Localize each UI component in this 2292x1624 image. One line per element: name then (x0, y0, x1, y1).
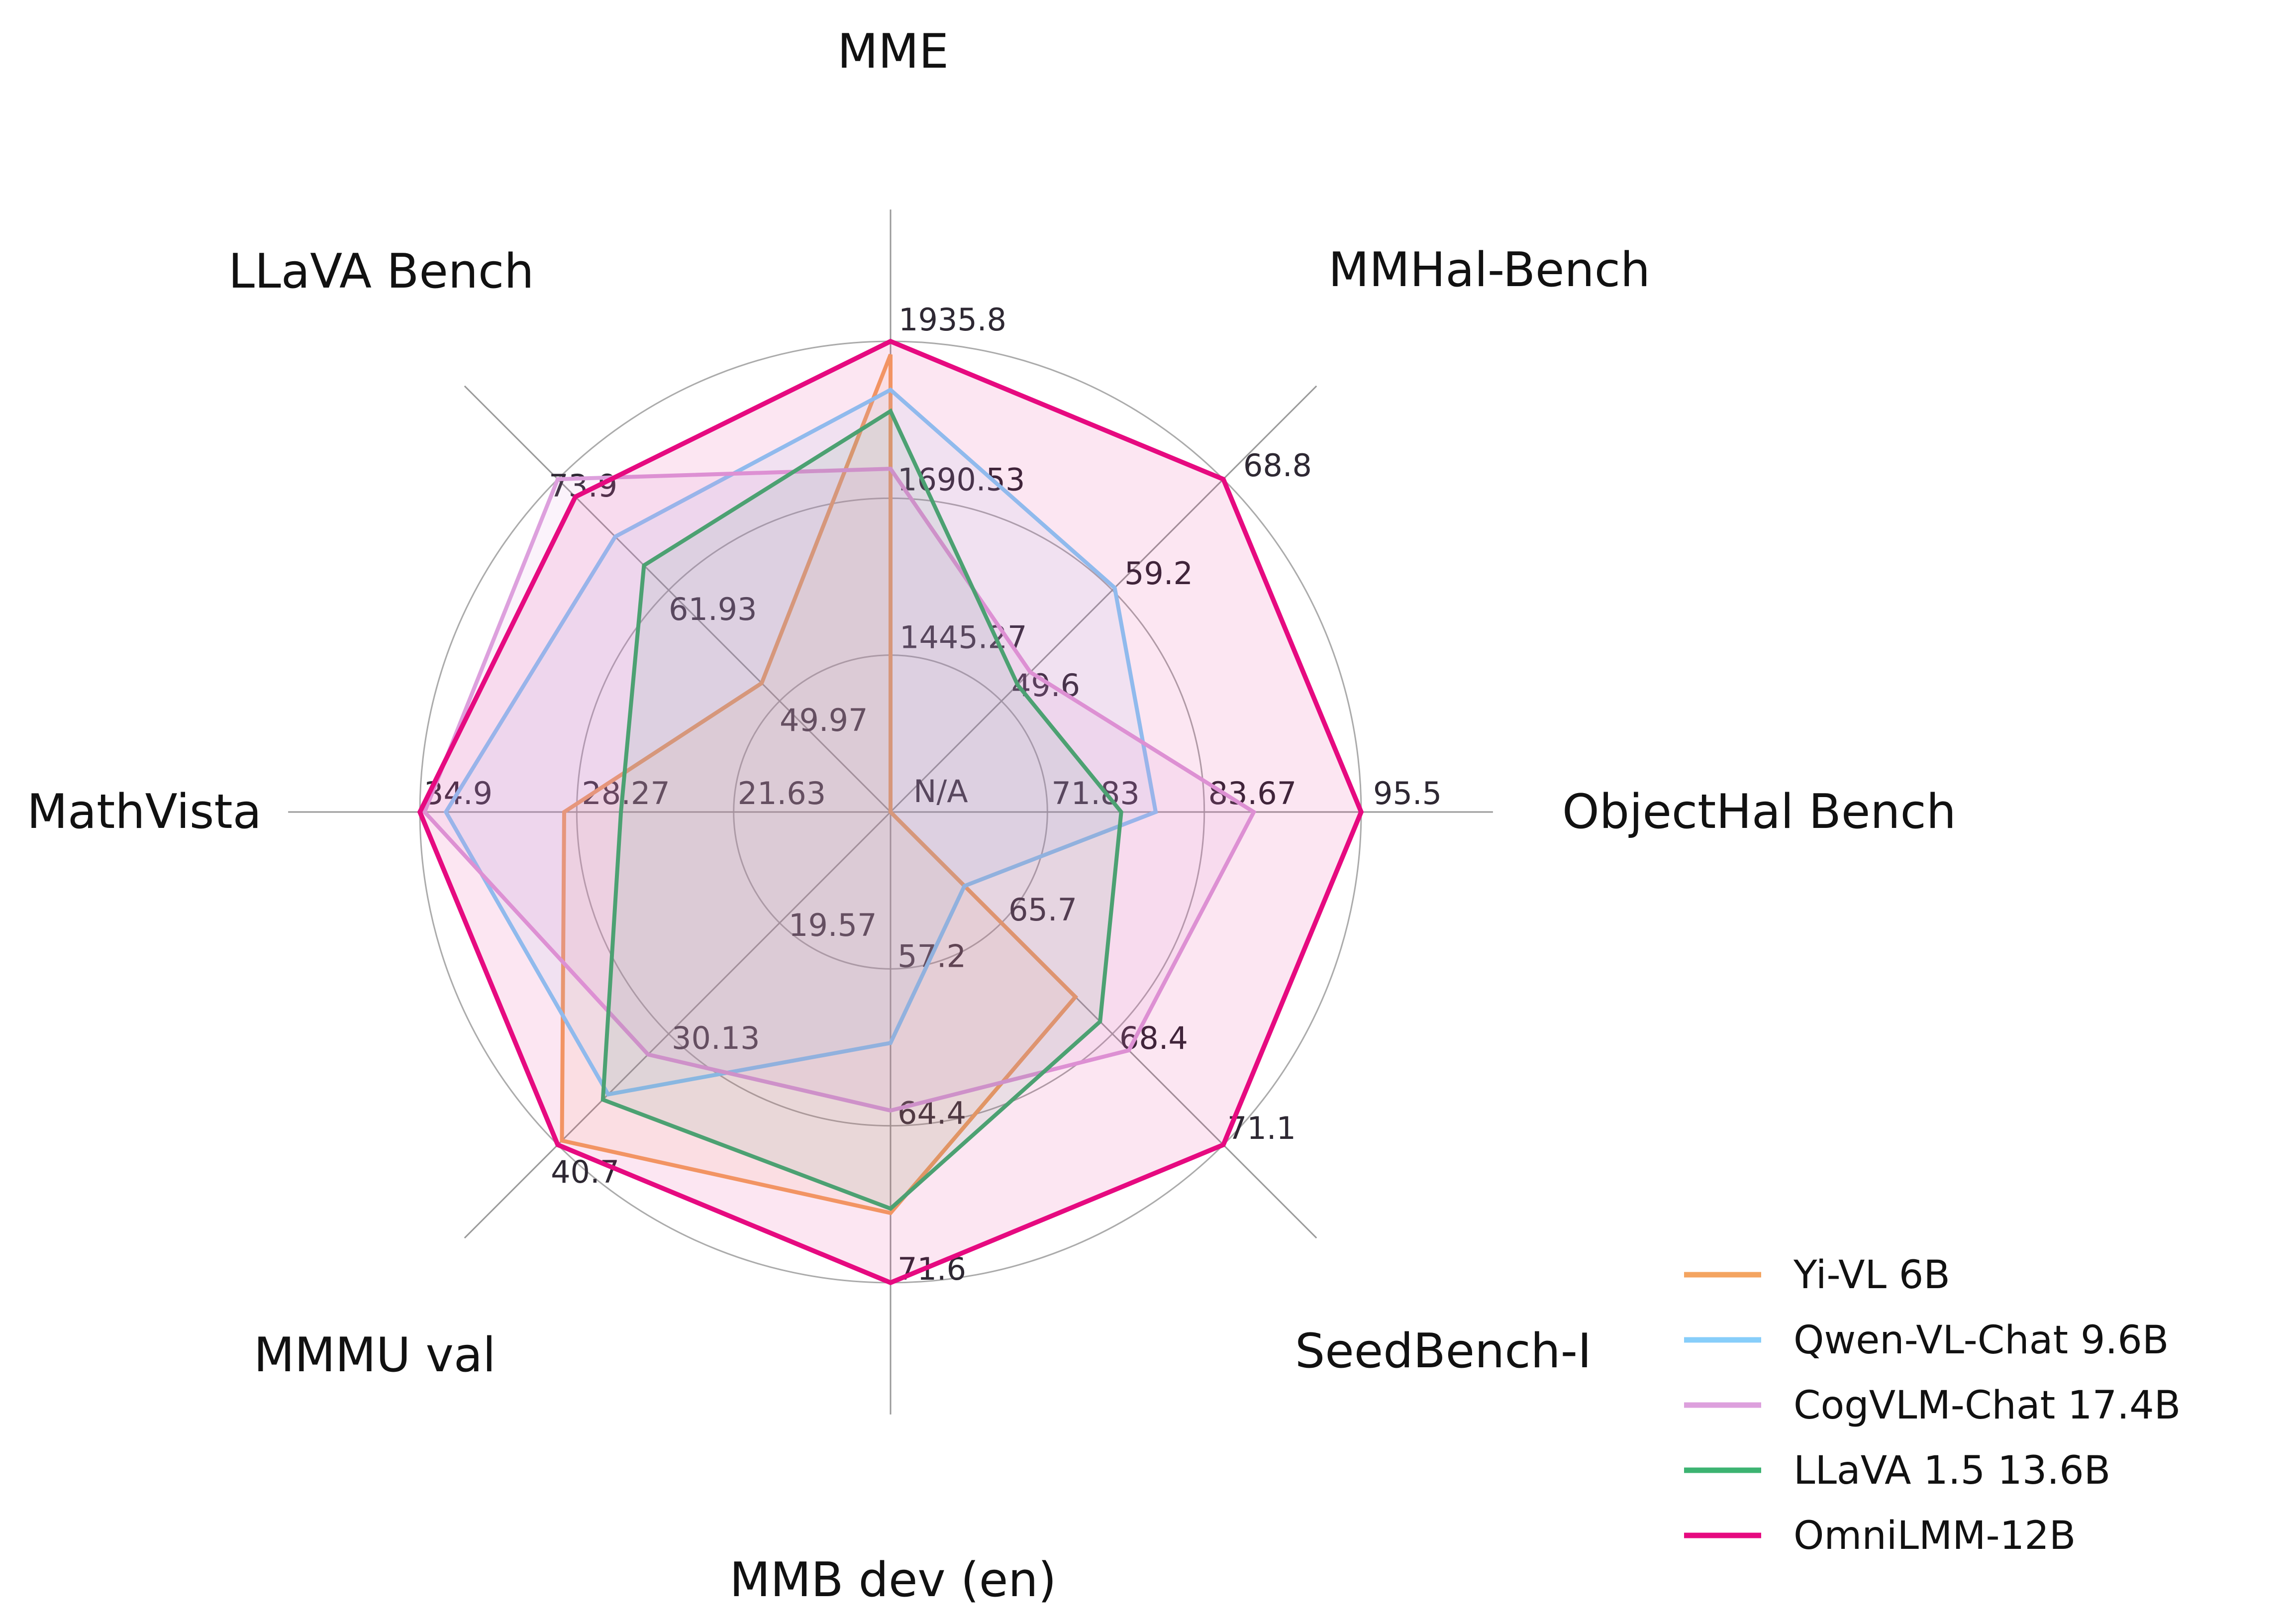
axis-title-seedbench-i: SeedBench-I (1295, 1324, 1592, 1379)
axis-title-llava-bench: LLaVA Bench (228, 244, 534, 299)
axis-spoke (464, 385, 892, 813)
tick-label: 61.93 (669, 591, 757, 627)
tick-label: 49.97 (780, 702, 868, 738)
legend-item-omnilmm-12b: OmniLMM-12B (1684, 1514, 2076, 1558)
axis-title-mmmu-val: MMMU val (254, 1328, 496, 1383)
series-polygon-llava-1-5-13-6b (600, 408, 1123, 1211)
axis-title-mathvista: MathVista (27, 785, 262, 839)
tick-label: 40.7 (551, 1154, 619, 1190)
legend-label: Yi-VL 6B (1793, 1253, 1950, 1298)
legend-item-cogvlm-chat-17-4b: CogVLM-Chat 17.4B (1684, 1383, 2181, 1428)
axis-title-objecthal-bench: ObjectHal Bench (1562, 785, 1956, 839)
tick-label: 21.63 (738, 775, 826, 812)
legend-item-qwen-vl-chat-9-6b: Qwen-VL-Chat 9.6B (1684, 1318, 2169, 1363)
legend-item-llava-1-5-13-6b: LLaVA 1.5 13.6B (1684, 1448, 2110, 1493)
axis-spoke (890, 385, 1317, 813)
tick-label: 95.5 (1373, 775, 1442, 812)
tick-label: 68.8 (1243, 447, 1312, 484)
axis-spoke (464, 811, 892, 1239)
tick-label: 19.57 (789, 907, 877, 943)
legend-label: Qwen-VL-Chat 9.6B (1794, 1318, 2169, 1363)
legend-label: OmniLMM-12B (1794, 1514, 2076, 1558)
series-polygon-yi-vl-6b (560, 354, 1079, 1216)
axis-titles: MME MMHal-Bench ObjectHal Bench SeedBench-I… (27, 24, 1956, 1608)
tick-label: 28.27 (582, 775, 670, 812)
series-polygon-cogvlm-chat-17-4b (422, 467, 1257, 1113)
center-na-label: N/A (913, 773, 968, 810)
axis-title-mmhal-bench: MMHal-Bench (1328, 243, 1650, 298)
legend-label: LLaVA 1.5 13.6B (1794, 1448, 2110, 1493)
series-polygon-omnilmm-12b (417, 338, 1364, 1286)
tick-label: 59.2 (1124, 555, 1193, 592)
tick-label: 65.7 (1008, 892, 1077, 928)
tick-label: 30.13 (672, 1020, 760, 1056)
tick-label: 71.1 (1227, 1110, 1296, 1146)
tick-label: 73.9 (549, 468, 617, 504)
legend-item-yi-vl-6b: Yi-VL 6B (1684, 1253, 1950, 1298)
series-polygons (417, 338, 1364, 1286)
tick-label: 1935.8 (898, 302, 1006, 338)
chart-legend: Yi-VL 6B Qwen-VL-Chat 9.6B CogVLM-Chat 17.… (1684, 1253, 2181, 1558)
series-polygon-qwen-vl-chat-9-6b (443, 387, 1158, 1097)
axis-title-mmb-dev-en-: MMB dev (en) (729, 1553, 1056, 1608)
legend-label: CogVLM-Chat 17.4B (1794, 1383, 2181, 1428)
axis-title-mme: MME (837, 24, 949, 79)
